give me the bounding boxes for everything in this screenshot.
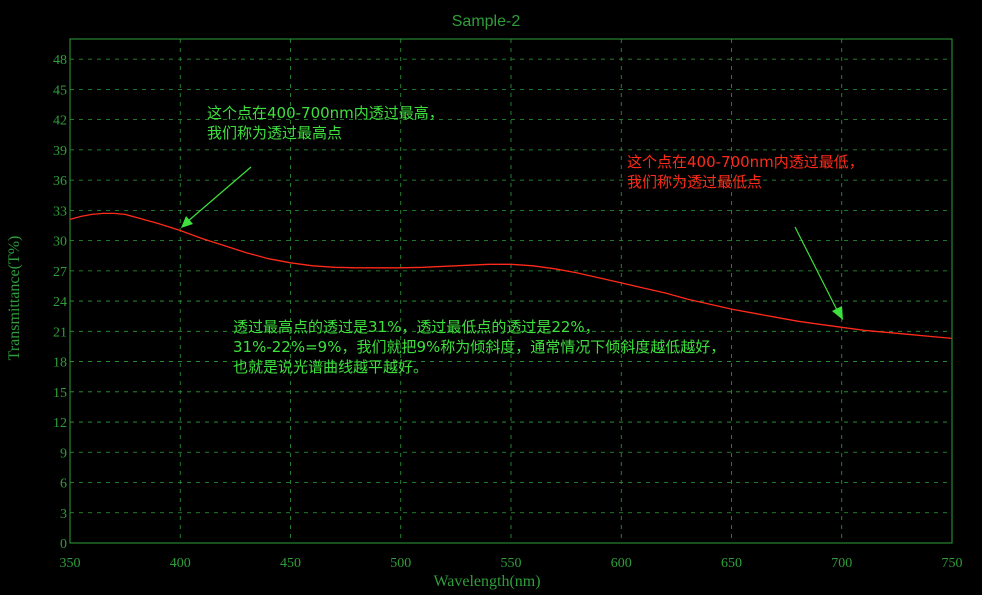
x-tick-label: 600	[611, 556, 632, 571]
y-axis-label: Transmittance(T%)	[6, 236, 23, 361]
y-tick-label: 24	[53, 295, 67, 310]
y-tick-label: 9	[60, 446, 67, 461]
annotation-lowest-point: 这个点在400-700nm内透过最低， 我们称为透过最低点	[627, 153, 869, 191]
y-tick-label: 45	[53, 83, 67, 98]
y-tick-label: 30	[53, 235, 67, 250]
annotation-slope-explanation: 透过最高点的透过是31%，透过最低点的透过是22%， 31%-22%=9%，我们…	[233, 318, 730, 376]
x-tick-label: 550	[501, 556, 522, 571]
annotation-lowest-line-2: 我们称为透过最低点	[627, 173, 762, 191]
x-tick-label: 500	[390, 556, 411, 571]
annotation-highest-line-1: 这个点在400-700nm内透过最高，	[207, 104, 444, 122]
chart-title: Sample-2	[452, 13, 521, 30]
series-line	[69, 212, 953, 340]
annotation-slope-line-1: 透过最高点的透过是31%，透过最低点的透过是22%，	[233, 318, 600, 336]
x-tick-label: 650	[721, 556, 742, 571]
y-tick-label: 15	[53, 386, 67, 401]
y-tick-label: 33	[53, 204, 67, 219]
x-tick-labels: 350 400 450 500 550 600 650 700 750	[60, 556, 963, 571]
grid	[70, 39, 952, 543]
arrowhead-lowest	[832, 306, 843, 320]
y-tick-label: 21	[53, 325, 67, 340]
plot-frame	[69, 38, 953, 544]
arrow-to-highest-point	[186, 166, 252, 223]
annotation-lowest-line-1: 这个点在400-700nm内透过最低，	[627, 153, 864, 171]
x-tick-label: 450	[280, 556, 301, 571]
annotation-slope-line-3: 也就是说光谱曲线越平越好。	[233, 358, 428, 376]
y-tick-label: 27	[53, 265, 67, 280]
arrow-to-lowest-point	[794, 226, 839, 313]
annotation-highest-line-2: 我们称为透过最高点	[207, 124, 342, 142]
x-tick-label: 350	[60, 556, 81, 571]
y-tick-label: 39	[53, 144, 67, 159]
y-tick-label: 12	[53, 416, 67, 431]
y-tick-label: 18	[53, 356, 67, 371]
y-tick-label: 48	[53, 53, 67, 68]
y-tick-label: 42	[53, 114, 67, 129]
y-tick-label: 36	[53, 174, 67, 189]
arrowhead-highest	[181, 216, 193, 228]
y-tick-label: 3	[60, 507, 67, 522]
x-axis-label: Wavelength(nm)	[433, 573, 540, 590]
x-tick-label: 700	[831, 556, 852, 571]
annotation-highest-point: 这个点在400-700nm内透过最高， 我们称为透过最高点	[207, 104, 449, 142]
x-tick-label: 750	[942, 556, 963, 571]
y-tick-label: 6	[60, 477, 67, 492]
x-tick-label: 400	[170, 556, 191, 571]
y-tick-label: 0	[60, 537, 67, 552]
annotation-slope-line-2: 31%-22%=9%，我们就把9%称为倾斜度，通常情况下倾斜度越低越好，	[233, 338, 725, 356]
